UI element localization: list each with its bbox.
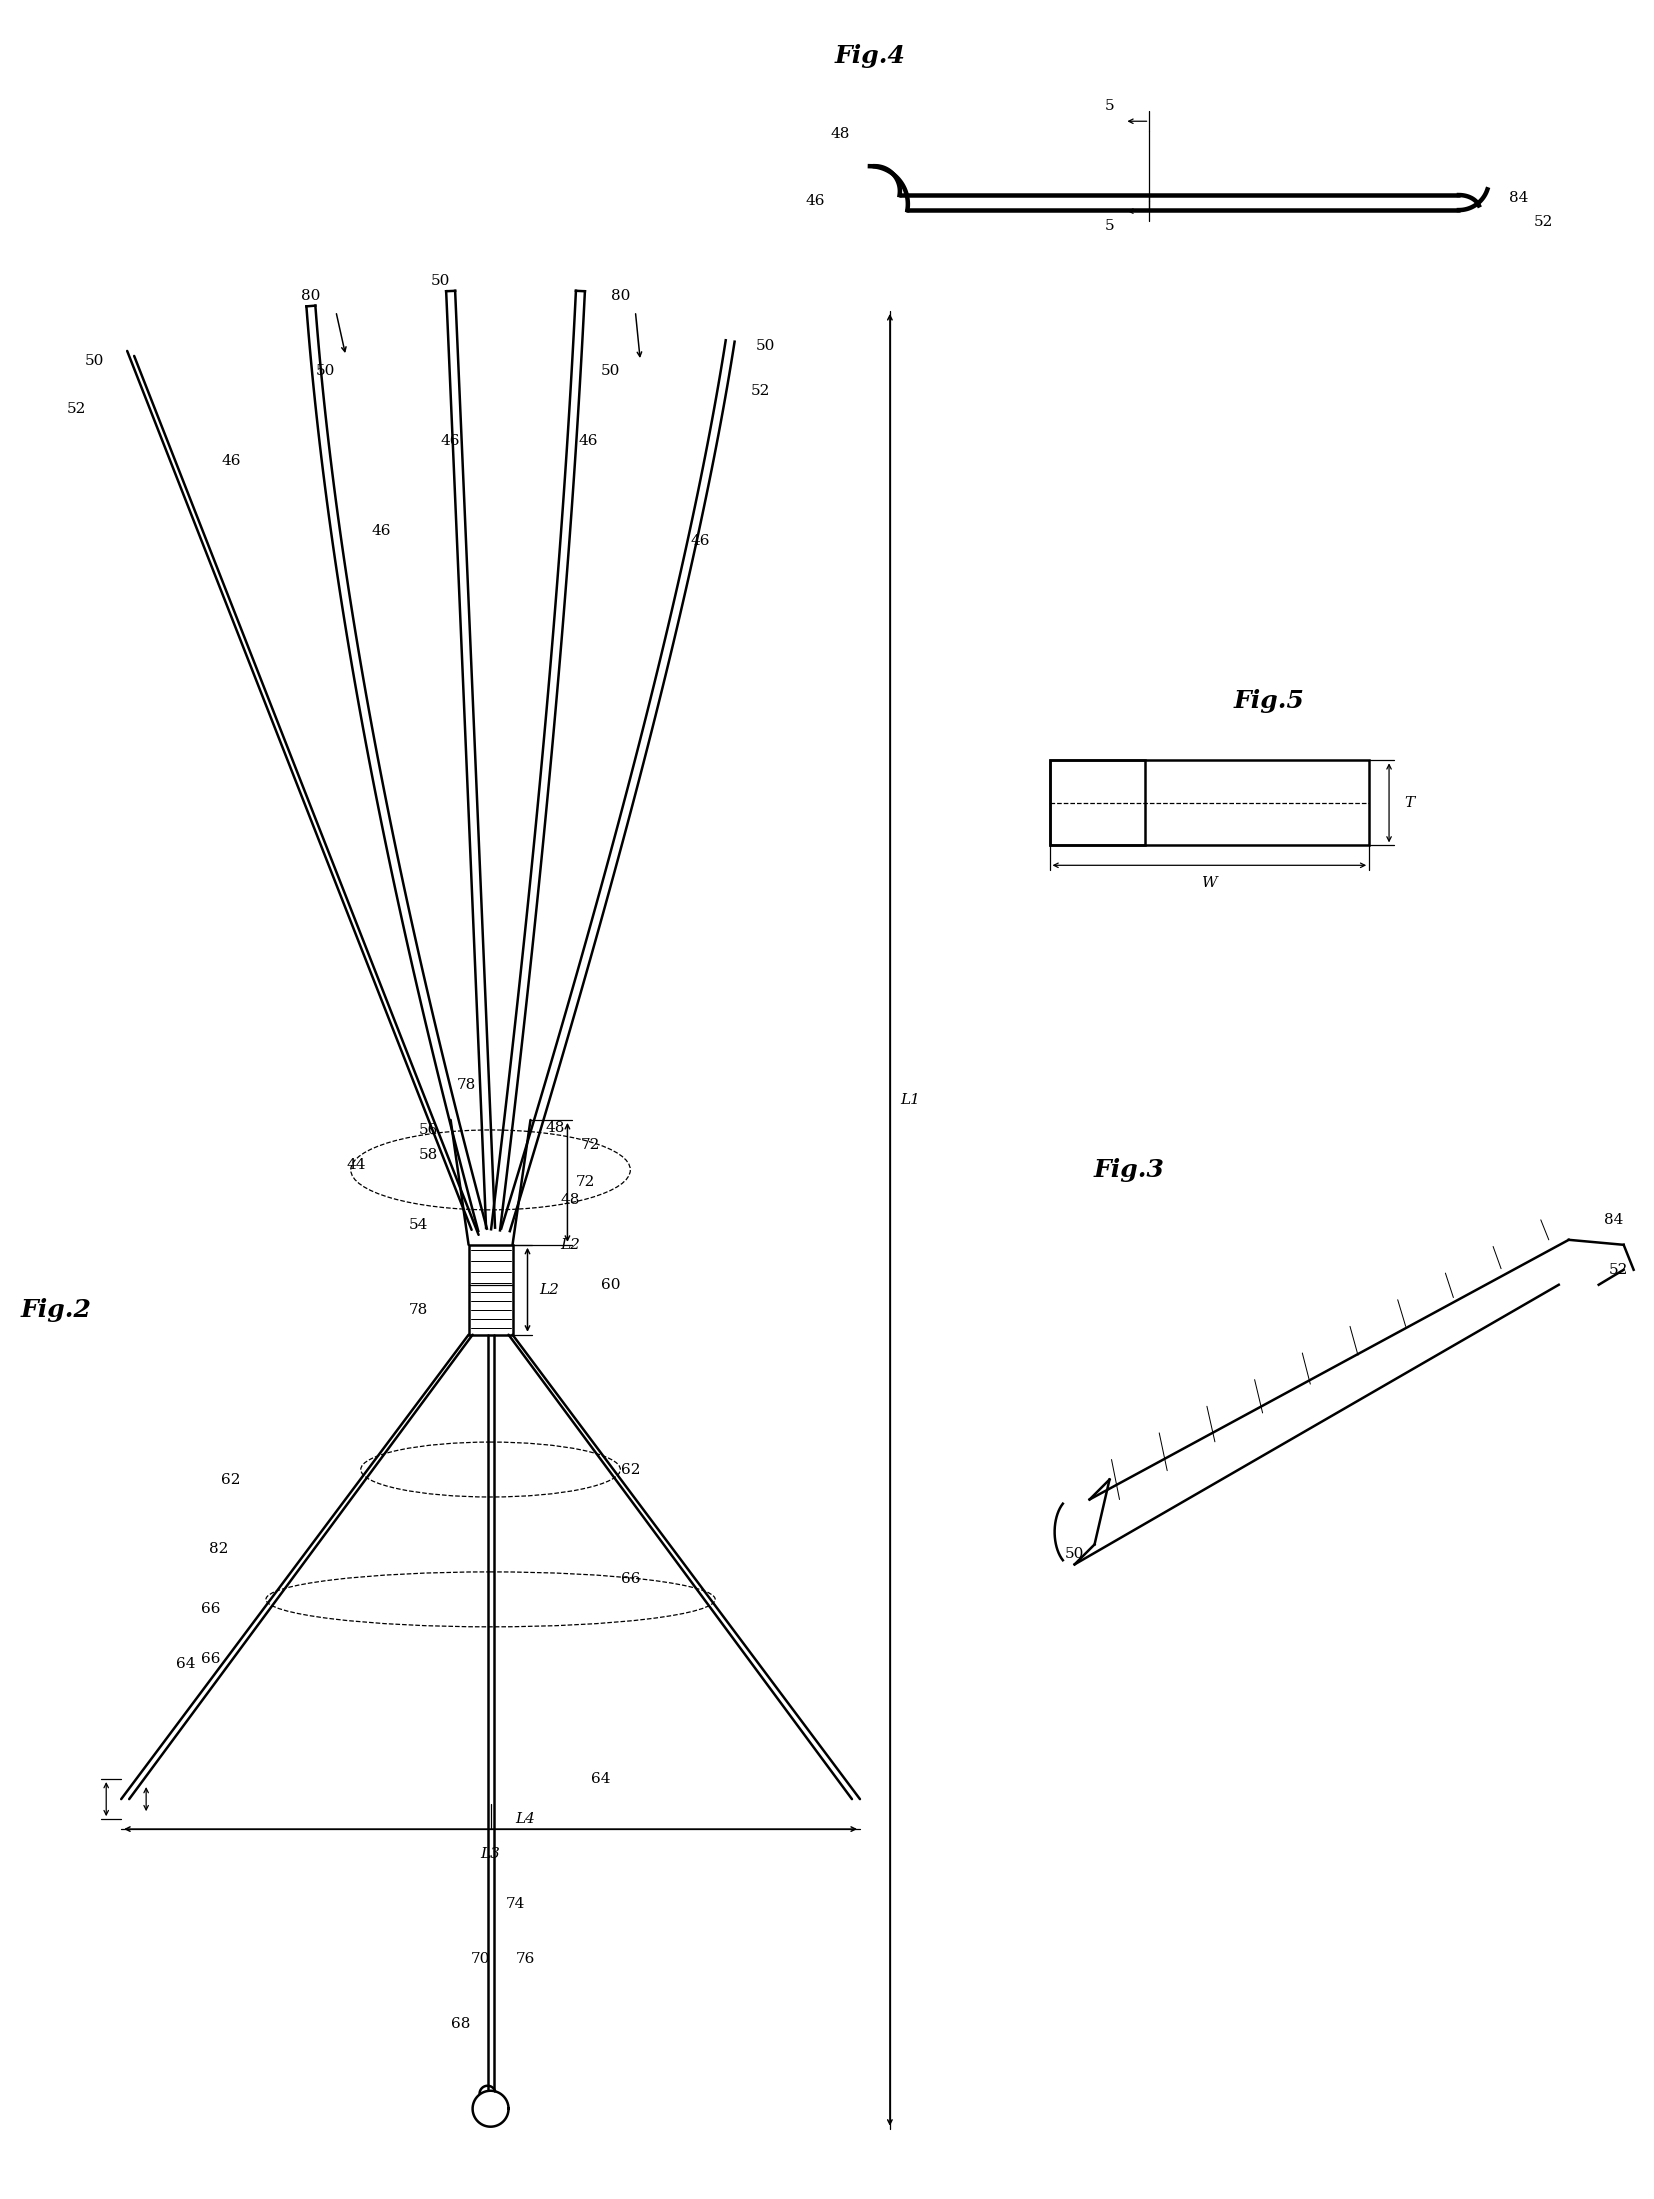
Text: 78: 78 [409, 1302, 428, 1317]
Bar [1050, 761, 1146, 844]
Text: 52: 52 [751, 385, 769, 398]
Text: L2: L2 [561, 1238, 581, 1251]
Text: 72: 72 [581, 1137, 600, 1152]
Text: 46: 46 [805, 194, 825, 209]
Text: 48: 48 [561, 1192, 581, 1207]
Text: T: T [1404, 796, 1414, 809]
Text: 66: 66 [202, 1651, 220, 1667]
Text: 44: 44 [346, 1159, 366, 1172]
Text: 50: 50 [600, 363, 620, 378]
Text: 64: 64 [177, 1658, 195, 1671]
Text: 70: 70 [471, 1953, 490, 1966]
Text: Fig.3: Fig.3 [1093, 1159, 1164, 1181]
Text: 80: 80 [610, 288, 630, 303]
Text: 50: 50 [316, 363, 336, 378]
Text: 80: 80 [301, 288, 321, 303]
Bar [1050, 761, 1370, 844]
Text: 74: 74 [506, 1898, 526, 1911]
Text: L2: L2 [539, 1282, 559, 1297]
Text: 82: 82 [210, 1541, 228, 1557]
Text: 68: 68 [452, 2016, 470, 2032]
Text: 5: 5 [1105, 99, 1115, 114]
Text: 46: 46 [442, 433, 460, 449]
Text: W: W [1201, 875, 1217, 891]
Text: L3: L3 [481, 1847, 501, 1860]
Text: 76: 76 [516, 1953, 536, 1966]
Text: 46: 46 [690, 534, 710, 548]
Text: 56: 56 [418, 1124, 438, 1137]
Text: 48: 48 [546, 1121, 566, 1135]
Text: 48: 48 [830, 128, 850, 141]
Text: 62: 62 [620, 1462, 640, 1476]
Text: 52: 52 [1609, 1262, 1628, 1278]
Text: 64: 64 [590, 1772, 610, 1786]
Text: 66: 66 [202, 1603, 220, 1616]
Bar [468, 1245, 513, 1335]
Text: 5: 5 [1105, 220, 1115, 233]
Text: 66: 66 [620, 1572, 640, 1585]
Text: Fig.4: Fig.4 [835, 44, 905, 68]
Text: 52: 52 [1535, 216, 1553, 229]
Text: 54: 54 [409, 1218, 428, 1231]
Text: Fig.2: Fig.2 [22, 1297, 91, 1322]
Text: 50: 50 [1065, 1548, 1085, 1561]
Text: 78: 78 [457, 1078, 476, 1093]
Text: L1: L1 [900, 1093, 920, 1106]
Text: 62: 62 [222, 1473, 241, 1487]
Text: 50: 50 [432, 275, 450, 288]
Text: L4: L4 [516, 1812, 536, 1825]
Text: 60: 60 [600, 1278, 620, 1291]
Text: 52: 52 [66, 402, 86, 416]
Text: 84: 84 [1604, 1214, 1623, 1227]
Text: 58: 58 [418, 1148, 438, 1161]
Text: 84: 84 [1508, 191, 1528, 205]
Text: 46: 46 [222, 453, 241, 468]
Text: 50: 50 [756, 339, 774, 354]
Text: 50: 50 [84, 354, 104, 367]
Text: Fig.5: Fig.5 [1234, 688, 1305, 712]
Text: 46: 46 [579, 433, 599, 449]
Text: 46: 46 [370, 523, 390, 539]
Text: 72: 72 [576, 1176, 595, 1190]
